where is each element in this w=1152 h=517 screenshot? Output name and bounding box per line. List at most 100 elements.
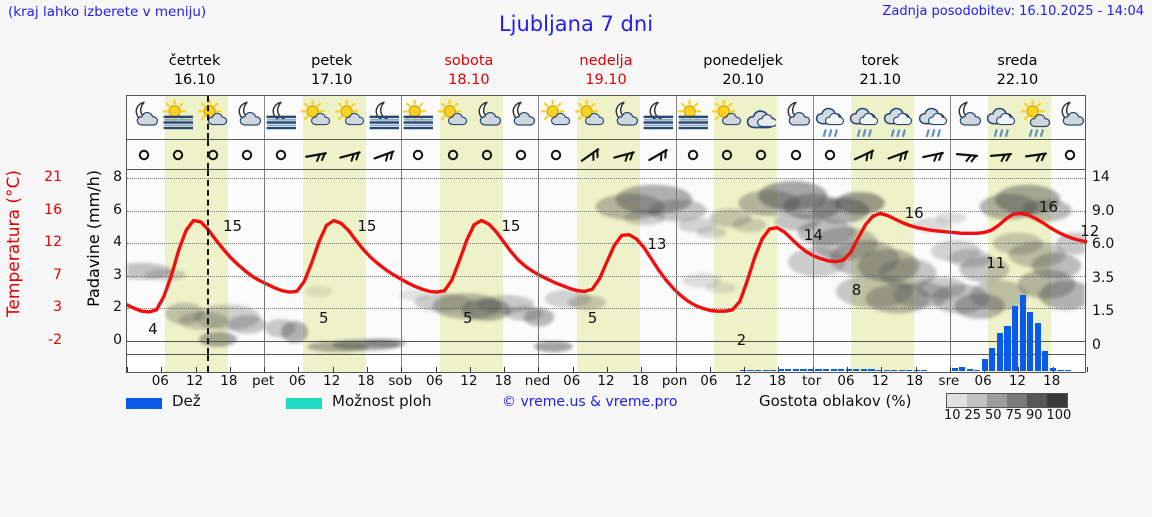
cloud-rain-icon <box>815 99 845 137</box>
x-tick-15 <box>641 367 643 372</box>
rain-bar <box>1057 369 1064 371</box>
daylight-band-1 <box>165 140 229 169</box>
rain-bar <box>838 369 845 371</box>
daylight-band-3 <box>439 170 503 354</box>
temperature-axis-label: Temperatura (°C) <box>4 170 24 318</box>
cloud-tick-3: 3.5 <box>1092 269 1115 286</box>
rain-bar <box>823 369 830 371</box>
x-label-18: 18 <box>768 373 787 389</box>
daylight-band-1 <box>165 355 229 372</box>
x-tick-4 <box>264 367 266 372</box>
wind-calm-icon <box>232 140 262 170</box>
x-label-6: 18 <box>357 373 375 389</box>
sun-cloud-icon <box>334 99 365 137</box>
temperature-value-label: 5 <box>587 309 598 327</box>
x-label-16: 06 <box>700 373 718 389</box>
x-label-12: 06 <box>563 373 581 389</box>
cloud-rain-icon <box>849 99 879 137</box>
temp-tick-3: 7 <box>53 266 62 283</box>
x-tick-17 <box>709 367 711 372</box>
wind-calm-icon <box>506 140 536 170</box>
x-label-3: pet <box>252 373 275 389</box>
day-separator-5 <box>812 140 814 169</box>
day-name: sreda <box>997 53 1038 69</box>
temperature-value-label: 2 <box>736 331 747 350</box>
location-hint: (kraj lahko izberete v meniju) <box>8 4 207 20</box>
temperature-tick-labels: 21 16 12 7 3 -2 <box>26 169 62 355</box>
h-gridline-1 <box>127 210 1085 212</box>
rain-bar <box>1034 323 1041 371</box>
precip-tick-2: 4 <box>113 234 122 251</box>
x-label-7: sob <box>388 373 413 389</box>
x-tick-10 <box>469 367 471 372</box>
temperature-value-label: 15 <box>223 216 243 235</box>
wind-calm-icon <box>746 140 776 170</box>
day-header-row: četrtek 16.10 petek 17.10 sobota 18.10 nedelja… <box>126 52 1086 92</box>
moon-cloud-icon <box>506 99 536 137</box>
moon-fog-icon <box>266 99 297 137</box>
day-separator-5 <box>812 96 814 139</box>
wind-calm-icon <box>438 140 468 170</box>
wind-barb-icon <box>849 140 879 170</box>
h-gridline-5 <box>127 341 1085 342</box>
x-tick-24 <box>949 367 951 372</box>
wind-barb-icon <box>986 140 1016 170</box>
cloud-tick-1: 9.0 <box>1092 202 1115 219</box>
precipitation-tick-labels: 8 6 4 3 2 0 <box>100 169 122 355</box>
moon-cloud-icon <box>1055 99 1085 137</box>
x-tick-6 <box>332 367 334 372</box>
cloud-tick-4: 1.5 <box>1092 303 1115 320</box>
rain-bar <box>770 369 777 371</box>
day-header-6: torek 21.10 <box>812 52 949 90</box>
daylight-band-5 <box>713 170 778 354</box>
cloud-density-colorbar <box>946 393 1068 408</box>
rain-bar <box>891 369 898 371</box>
x-tick-28 <box>1087 367 1088 372</box>
day-name: sobota <box>444 53 494 69</box>
sun-cloud-icon <box>437 99 468 137</box>
wind-calm-icon <box>678 140 708 170</box>
wind-calm-icon <box>163 140 193 170</box>
x-tick-11 <box>504 367 506 372</box>
temp-tick-5: -2 <box>48 332 62 348</box>
precip-tick-5: 0 <box>113 332 122 348</box>
wind-calm-icon <box>472 140 502 170</box>
rain-bar <box>981 359 988 371</box>
daylight-band-6 <box>851 140 915 169</box>
weather-forecast-chart: (kraj lahko izberete v meniju) Ljubljana… <box>4 4 1152 517</box>
temperature-value-label: 12 <box>1080 222 1100 241</box>
cloud-density-value-2: 50 <box>985 408 1002 423</box>
wind-barb-icon <box>643 140 673 170</box>
wind-calm-icon <box>712 140 742 170</box>
daylight-band-2 <box>302 355 366 372</box>
cloud-density-title: Gostota oblakov (%) <box>759 392 912 410</box>
temp-tick-2: 12 <box>44 234 62 251</box>
x-label-17: 12 <box>734 373 752 389</box>
wind-barb-icon <box>369 140 399 170</box>
rain-bar <box>966 368 973 371</box>
cloud-rain-icon <box>883 99 913 137</box>
day-separator-6 <box>949 96 951 139</box>
day-name: torek <box>861 53 900 69</box>
rain-bar <box>989 347 996 371</box>
h-gridline-3 <box>127 275 1085 277</box>
sun-cloud-icon <box>540 99 571 137</box>
wind-barb-icon <box>883 140 913 170</box>
day-separator-2 <box>401 140 403 169</box>
x-tick-16 <box>675 367 677 372</box>
cloud-density-field <box>127 170 1085 354</box>
day-name: nedelja <box>579 53 633 69</box>
day-separator-2 <box>401 96 403 139</box>
rain-bar <box>807 369 815 371</box>
temp-tick-1: 16 <box>44 201 62 218</box>
day-date: 22.10 <box>996 72 1039 88</box>
x-tick-13 <box>572 367 574 372</box>
wind-calm-icon <box>815 140 845 170</box>
rain-bar <box>762 369 769 371</box>
day-separator-6 <box>949 355 951 372</box>
rain-bar <box>815 369 822 371</box>
copyright-link[interactable]: © vreme.us & vreme.pro <box>502 394 678 410</box>
day-separator-6 <box>949 170 951 354</box>
temperature-value-label: 16 <box>1039 198 1059 216</box>
day-date: 20.10 <box>722 72 764 88</box>
